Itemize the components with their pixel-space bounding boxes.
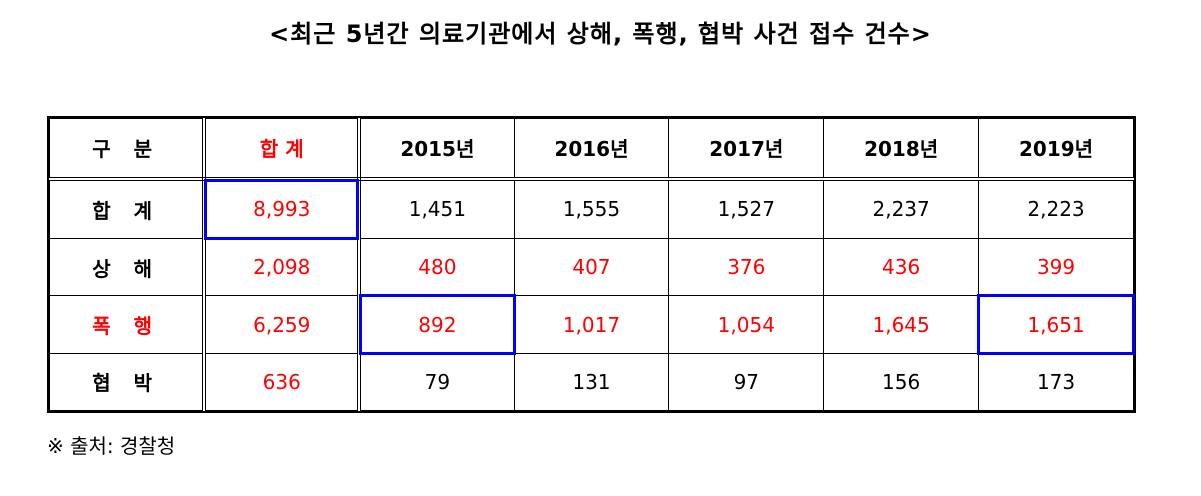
cell-threat-2018: 156 bbox=[823, 352, 980, 412]
header-year-2016: 2016년 bbox=[513, 117, 670, 181]
row-label-injury: 상 해 bbox=[49, 238, 207, 297]
cell-threat-2019: 173 bbox=[978, 352, 1134, 412]
stats-table: 구 분 합 계 2015년 2016년 2017년 2018년 2019년 합 … bbox=[49, 117, 1136, 412]
cell-total-2015: 1,451 bbox=[358, 178, 515, 240]
cell-injury-2016: 407 bbox=[513, 238, 670, 297]
cell-threat-total: 636 bbox=[203, 352, 362, 412]
cell-total-2016: 1,555 bbox=[513, 178, 670, 240]
cell-total-2018: 2,237 bbox=[823, 178, 980, 240]
cell-injury-2017: 376 bbox=[668, 238, 825, 297]
cell-injury-2015: 480 bbox=[358, 238, 515, 297]
cell-total-total: 8,993 bbox=[203, 177, 362, 240]
cell-assault-2016: 1,017 bbox=[513, 295, 670, 354]
header-year-2017: 2017년 bbox=[668, 117, 825, 181]
table-row: 상 해 2,098 480 407 376 436 399 bbox=[49, 238, 1134, 297]
cell-assault-2018: 1,645 bbox=[823, 295, 980, 354]
header-category: 구 분 bbox=[49, 117, 207, 181]
stats-table-container: 구 분 합 계 2015년 2016년 2017년 2018년 2019년 합 … bbox=[47, 116, 1136, 413]
row-label-total: 합 계 bbox=[49, 178, 207, 240]
cell-injury-2019: 399 bbox=[978, 238, 1134, 297]
cell-assault-2017: 1,054 bbox=[668, 295, 825, 354]
cell-threat-2016: 131 bbox=[513, 352, 670, 412]
table-header-row: 구 분 합 계 2015년 2016년 2017년 2018년 2019년 bbox=[49, 117, 1134, 181]
cell-total-2017: 1,527 bbox=[668, 178, 825, 240]
cell-assault-2019: 1,651 bbox=[977, 294, 1136, 356]
cell-threat-2017: 97 bbox=[668, 352, 825, 412]
header-total: 합 계 bbox=[203, 117, 362, 181]
header-year-2019: 2019년 bbox=[978, 117, 1134, 181]
table-row: 폭 행 6,259 892 1,017 1,054 1,645 1,651 bbox=[49, 294, 1136, 356]
source-footnote: ※ 출처: 경찰청 bbox=[47, 434, 176, 458]
cell-assault-2015: 892 bbox=[358, 294, 515, 356]
row-label-threat: 협 박 bbox=[49, 352, 207, 412]
table-row: 협 박 636 79 131 97 156 173 bbox=[49, 352, 1134, 412]
cell-threat-2015: 79 bbox=[358, 352, 515, 412]
header-year-2018: 2018년 bbox=[823, 117, 980, 181]
page-title: <최근 5년간 의료기관에서 상해, 폭행, 협박 사건 접수 건수> bbox=[269, 20, 932, 48]
table-row: 합 계 8,993 1,451 1,555 1,527 2,237 2,223 bbox=[49, 177, 1134, 240]
cell-injury-2018: 436 bbox=[823, 238, 980, 297]
row-label-assault: 폭 행 bbox=[49, 295, 207, 354]
header-year-2015: 2015년 bbox=[358, 117, 515, 181]
cell-injury-total: 2,098 bbox=[203, 238, 362, 297]
cell-total-2019: 2,223 bbox=[978, 178, 1134, 240]
cell-assault-total: 6,259 bbox=[203, 295, 362, 354]
